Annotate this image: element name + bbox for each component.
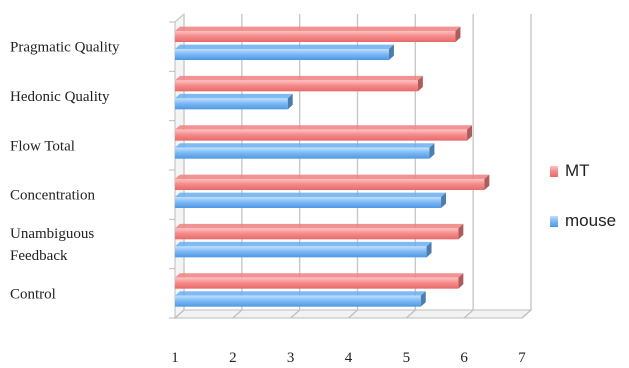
bar-mouse-pragmatic-quality — [175, 44, 394, 60]
floor-tick-5 — [405, 309, 416, 319]
x-tick-label-5: 5 — [403, 350, 411, 366]
legend-item-mouse: mouse — [550, 211, 616, 230]
bar-front-face — [175, 295, 421, 307]
bar-end-face — [484, 174, 490, 190]
bar-front-face — [175, 228, 459, 240]
legend: MT mouse — [550, 161, 616, 230]
bar-top-face — [175, 26, 461, 31]
bar-mouse-flow-total — [175, 143, 435, 159]
category-label-unambiguous-feedback: Unambiguous Feedback — [10, 226, 94, 264]
bar-top-face — [175, 273, 464, 278]
bar-mt-unambiguous-feedback — [175, 223, 464, 240]
bar-end-face — [417, 75, 423, 92]
bar-front-face — [175, 49, 389, 60]
category-label-pragmatic-quality: Pragmatic Quality — [10, 40, 120, 56]
category-label-hedonic-quality: Hedonic Quality — [10, 89, 110, 105]
legend-label-mt: MT — [565, 161, 590, 180]
bar-top-face — [175, 174, 490, 179]
x-tick-label-3: 3 — [287, 350, 295, 366]
bar-top-face — [175, 241, 432, 247]
floor-tick-1 — [174, 309, 185, 319]
bar-top-face — [175, 192, 446, 197]
bar-top-face — [175, 44, 394, 49]
category-label-control: Control — [10, 286, 56, 302]
x-tick-label-4: 4 — [345, 350, 353, 366]
bar-front-face — [175, 129, 468, 141]
bar-end-face — [429, 143, 435, 159]
legend-item-mt: MT — [550, 161, 590, 180]
bar-front-face — [175, 277, 459, 289]
x-tick-label-6: 6 — [460, 350, 468, 366]
bar-mouse-concentration — [175, 192, 446, 208]
floor-tick-3 — [290, 309, 301, 319]
bar-end-face — [287, 93, 293, 110]
bars — [175, 26, 490, 307]
bar-mouse-unambiguous-feedback — [175, 241, 432, 258]
bar-end-face — [426, 241, 432, 258]
bar-mt-flow-total — [175, 125, 473, 141]
x-tick-labels: 1 2 3 4 5 6 7 — [171, 350, 526, 366]
bar-mt-pragmatic-quality — [175, 26, 461, 42]
bar-front-face — [175, 147, 430, 159]
bar-front-face — [175, 197, 442, 208]
floor-tick-2 — [232, 309, 243, 319]
bar-end-face — [455, 26, 461, 42]
legend-swatch-mouse — [550, 216, 558, 227]
bar-end-face — [458, 223, 464, 240]
bar-top-face — [175, 291, 426, 296]
bar-end-face — [458, 273, 464, 289]
bar-front-face — [175, 80, 418, 92]
category-label-flow-total: Flow Total — [10, 138, 75, 154]
bar-top-face — [175, 143, 435, 148]
category-labels: Pragmatic Quality Hedonic Quality Flow Tot… — [10, 40, 120, 303]
bar-top-face — [175, 75, 423, 81]
bar-front-face — [175, 31, 456, 42]
bar-top-face — [175, 93, 293, 99]
legend-label-mouse: mouse — [565, 211, 616, 230]
bar-end-face — [441, 192, 446, 208]
legend-swatch-mt — [550, 166, 558, 177]
bar-top-face — [175, 125, 473, 130]
bar-front-face — [175, 246, 427, 258]
floor-tick-7 — [521, 309, 532, 319]
bar-front-face — [175, 98, 288, 110]
bar-end-face — [388, 44, 394, 60]
floor-tick-4 — [348, 309, 358, 319]
bar-mt-control — [175, 273, 464, 289]
bar-mt-hedonic-quality — [175, 75, 423, 92]
bar-mouse-hedonic-quality — [175, 93, 293, 110]
bar-front-face — [175, 179, 485, 190]
x-tick-label-1: 1 — [171, 350, 179, 366]
bar-top-face — [175, 223, 464, 229]
floor-tick-6 — [463, 309, 474, 319]
category-label-concentration: Concentration — [10, 188, 95, 204]
x-tick-label-7: 7 — [518, 350, 526, 366]
bar-end-face — [467, 125, 473, 141]
bar-mt-concentration — [175, 174, 490, 190]
bar-end-face — [420, 291, 426, 307]
bar-mouse-control — [175, 291, 426, 307]
x-tick-label-2: 2 — [229, 350, 237, 366]
